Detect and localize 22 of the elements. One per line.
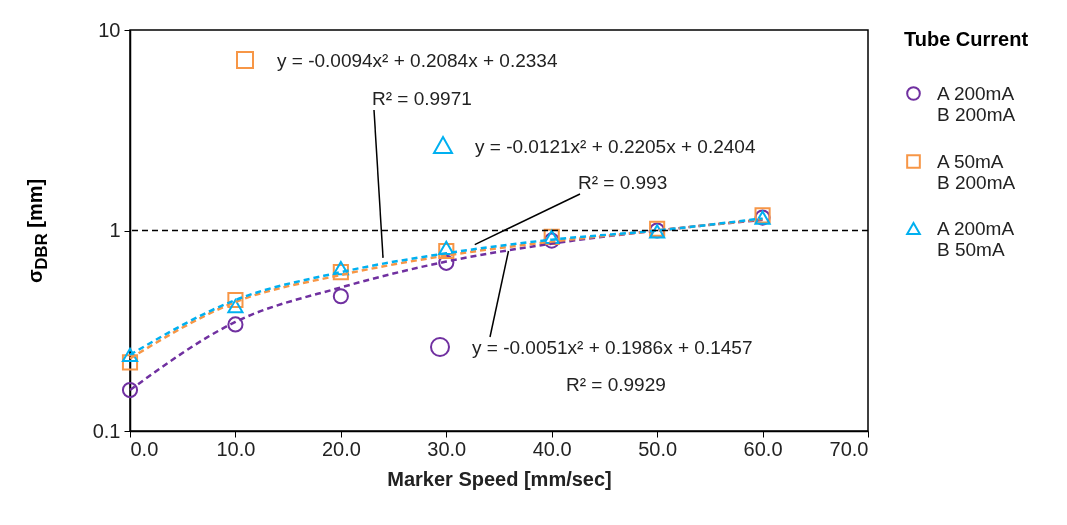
annotation: y = -0.0121x² + 0.2205x + 0.2404 (475, 136, 756, 158)
x-tick-label: 60.0 (743, 437, 783, 460)
x-tick-label: 70.0 (829, 437, 869, 460)
x-tick-label: 0.0 (130, 437, 159, 460)
y-tick-label: 10 (98, 18, 121, 41)
legend-label: A 200mA B 50mA (937, 217, 1015, 260)
annotation: y = -0.0094x² + 0.2084x + 0.2334 (277, 50, 558, 72)
legend-label: A 200mA B 200mA (937, 82, 1016, 125)
legend-label: A 50mA B 200mA (937, 150, 1016, 193)
x-tick-label: 30.0 (427, 437, 467, 460)
x-tick-label: 50.0 (638, 437, 678, 460)
annotation: R² = 0.993 (578, 172, 668, 194)
x-tick-label: 40.0 (532, 437, 572, 460)
x-tick-label: 10.0 (216, 437, 256, 460)
annotation: R² = 0.9929 (566, 374, 666, 396)
annotation: R² = 0.9971 (372, 88, 472, 110)
y-tick-label: 0.1 (92, 419, 121, 442)
x-tick-label: 20.0 (321, 437, 361, 460)
y-tick-label: 1 (109, 219, 121, 241)
legend-title: Tube Current (904, 28, 1029, 50)
x-axis-title: Marker Speed [mm/sec] (387, 467, 612, 490)
annotation: y = -0.0051x² + 0.1986x + 0.1457 (472, 337, 753, 359)
